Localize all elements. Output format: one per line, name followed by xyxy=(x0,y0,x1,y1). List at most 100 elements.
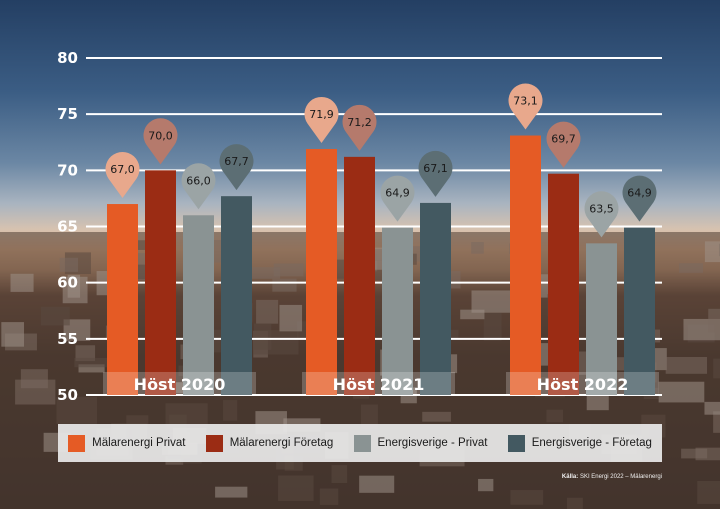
bar xyxy=(306,148,337,395)
house-shape xyxy=(681,448,708,459)
legend-swatch xyxy=(353,434,371,452)
house-shape xyxy=(74,357,113,368)
category-band xyxy=(506,372,659,395)
house-shape xyxy=(471,290,511,313)
bar xyxy=(183,215,214,395)
house-shape xyxy=(59,257,79,272)
data-label: 63,5 xyxy=(589,202,614,215)
pin-marker xyxy=(143,118,178,165)
y-tick-label: 75 xyxy=(57,105,78,123)
house-shape xyxy=(510,490,544,505)
data-label: 73,1 xyxy=(513,95,538,108)
pin-marker xyxy=(105,151,140,199)
house-shape xyxy=(244,267,281,279)
legend-item: Energisverige - Privat xyxy=(353,434,488,452)
data-label: 71,2 xyxy=(347,116,372,129)
source-note: Källa: SKI Energi 2022 – Mälarenergi xyxy=(562,474,662,480)
pin-marker xyxy=(380,175,415,222)
pin-marker xyxy=(546,121,581,168)
house-shape xyxy=(20,369,48,389)
house-shape xyxy=(658,381,705,403)
house-shape xyxy=(40,306,70,326)
house-shape xyxy=(704,401,720,415)
house-shape xyxy=(478,478,494,492)
bar xyxy=(586,243,617,395)
pin-marker xyxy=(181,163,216,210)
data-label: 70,0 xyxy=(148,129,173,142)
house-shape xyxy=(215,486,248,498)
house-shape xyxy=(1,322,25,347)
house-shape xyxy=(708,308,720,333)
category-label: Höst 2021 xyxy=(333,375,425,394)
house-shape xyxy=(319,488,339,505)
bar xyxy=(382,227,413,395)
y-tick-label: 70 xyxy=(57,161,78,179)
y-tick-label: 80 xyxy=(57,49,78,67)
bar xyxy=(510,135,541,395)
house-shape xyxy=(56,396,98,424)
house-shape xyxy=(253,330,299,355)
legend-item: Energisverige - Företag xyxy=(507,434,652,452)
data-label: 67,0 xyxy=(110,163,135,176)
house-shape xyxy=(665,356,708,374)
legend-swatch xyxy=(507,434,525,452)
pin-marker xyxy=(219,144,254,191)
category-label: Höst 2020 xyxy=(134,375,226,394)
house-shape xyxy=(471,242,484,254)
legend-item: Mälarenergi Företag xyxy=(205,434,334,452)
y-tick-label: 55 xyxy=(57,330,78,348)
pin-marker xyxy=(584,191,619,238)
pin-marker xyxy=(304,96,339,143)
house-shape xyxy=(75,345,96,362)
house-shape xyxy=(331,465,348,484)
legend: Mälarenergi Privat Mälarenergi Företag E… xyxy=(58,424,662,462)
legend-swatch xyxy=(68,434,86,452)
data-label: 64,9 xyxy=(627,187,652,200)
house-shape xyxy=(566,497,583,509)
house-shape xyxy=(223,400,238,421)
bar xyxy=(548,173,579,395)
data-label: 64,9 xyxy=(385,187,410,200)
house-shape xyxy=(695,447,720,461)
data-label: 67,1 xyxy=(423,162,448,175)
bar xyxy=(221,196,252,395)
source-label: Källa: xyxy=(561,474,579,480)
house-shape xyxy=(78,364,105,373)
legend-swatch xyxy=(205,434,223,452)
bar xyxy=(624,227,655,395)
pin-marker xyxy=(622,175,657,222)
house-shape xyxy=(273,263,304,277)
data-label: 66,0 xyxy=(186,174,211,187)
house-shape xyxy=(697,480,720,504)
bar xyxy=(107,204,138,395)
category-band xyxy=(103,372,256,395)
data-label: 71,9 xyxy=(309,108,334,121)
category-band xyxy=(302,372,455,395)
house-shape xyxy=(279,304,303,332)
house-shape xyxy=(63,319,91,341)
y-tick-label: 65 xyxy=(57,218,78,236)
category-label: Höst 2022 xyxy=(537,375,629,394)
house-shape xyxy=(278,475,314,501)
house-shape xyxy=(713,358,720,379)
legend-label: Mälarenergi Företag xyxy=(229,437,334,449)
legend-label: Mälarenergi Privat xyxy=(92,437,186,449)
house-shape xyxy=(422,411,451,422)
legend-label: Energisverige - Privat xyxy=(377,437,488,449)
y-tick-label: 60 xyxy=(57,274,78,292)
house-shape xyxy=(359,475,395,493)
pin-marker xyxy=(508,83,543,130)
house-shape xyxy=(704,241,720,263)
legend-label: Energisverige - Företag xyxy=(531,437,652,449)
house-shape xyxy=(460,309,485,320)
house-shape xyxy=(67,274,81,298)
data-label: 67,7 xyxy=(224,155,249,168)
house-shape xyxy=(483,313,502,341)
pin-marker xyxy=(342,104,377,151)
house-shape xyxy=(546,409,564,423)
house-shape xyxy=(256,299,279,324)
bar xyxy=(420,202,451,395)
y-tick-label: 50 xyxy=(57,386,78,404)
